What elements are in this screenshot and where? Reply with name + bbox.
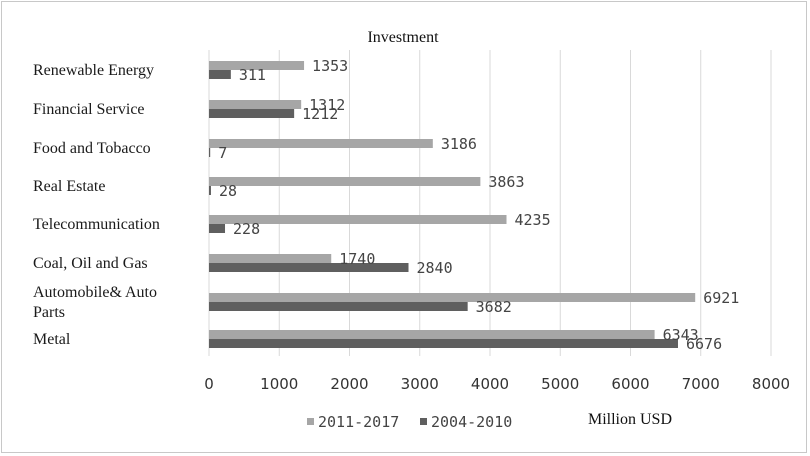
bar-2011-2017-3 [209,177,481,186]
value-label: 1353 [312,57,348,75]
value-label: 1312 [309,96,345,114]
category-label: Renewable Energy [33,62,154,79]
bar-2011-2017-5 [209,254,332,263]
x-tick-label: 1000 [260,375,298,393]
value-label: 228 [233,220,260,238]
bar-2004-2010-5 [209,263,409,272]
bar-2011-2017-0 [209,61,305,70]
legend-label: 2004-2010 [431,413,512,431]
bar-2004-2010-6 [209,302,468,311]
bar-2011-2017-1 [209,100,302,109]
value-label: 3682 [476,298,512,316]
bar-2004-2010-4 [209,224,226,233]
value-label: 1212 [302,105,338,123]
legend-swatch [420,418,427,425]
value-label: 311 [239,66,266,84]
bar-2011-2017-2 [209,139,433,148]
category-label: Coal, Oil and Gas [33,255,148,272]
x-tick-label: 8000 [752,375,790,393]
x-tick-label: 5000 [541,375,579,393]
value-label: 1740 [339,250,375,268]
value-label: 6921 [703,289,739,307]
value-label: 7 [218,144,227,162]
legend-swatch [307,418,314,425]
legend-label: 2011-2017 [318,413,399,431]
bar-2011-2017-6 [209,293,696,302]
value-label: 28 [219,182,237,200]
bar-2011-2017-7 [209,330,655,339]
bar-2004-2010-7 [209,339,678,348]
x-tick-label: 3000 [401,375,439,393]
category-label: Food and Tobacco [33,140,151,157]
bars [209,61,696,348]
x-tick-label: 6000 [611,375,649,393]
value-label: 3186 [441,135,477,153]
x-tick-label: 2000 [330,375,368,393]
x-axis-title: Million USD [588,411,672,428]
category-label: Automobile& Auto Parts [33,284,157,321]
value-label: 6343 [663,326,699,344]
chart-title: Investment [367,29,439,46]
x-tick-labels: 0 1000 2000 3000 4000 5000 6000 7000 8000 [204,375,790,393]
value-label: 2840 [417,259,453,277]
bar-2004-2010-2 [209,148,211,157]
bar-2004-2010-0 [209,70,231,79]
bar-2011-2017-4 [209,215,507,224]
value-label: 3863 [488,173,524,191]
category-labels: Renewable Energy Financial Service Food an… [33,62,160,348]
legend: 2011-2017 2004-2010 [307,413,512,431]
x-tick-label: 7000 [682,375,720,393]
value-label: 6676 [686,335,722,353]
value-label: 4235 [515,211,551,229]
category-label: Financial Service [33,101,145,118]
x-tick-label: 4000 [471,375,509,393]
category-label: Metal [33,331,71,348]
category-label: Telecommunication [33,216,160,233]
bar-2004-2010-3 [209,186,211,195]
bar-2004-2010-1 [209,109,295,118]
category-label: Real Estate [33,178,105,195]
x-tick-label: 0 [204,375,214,393]
